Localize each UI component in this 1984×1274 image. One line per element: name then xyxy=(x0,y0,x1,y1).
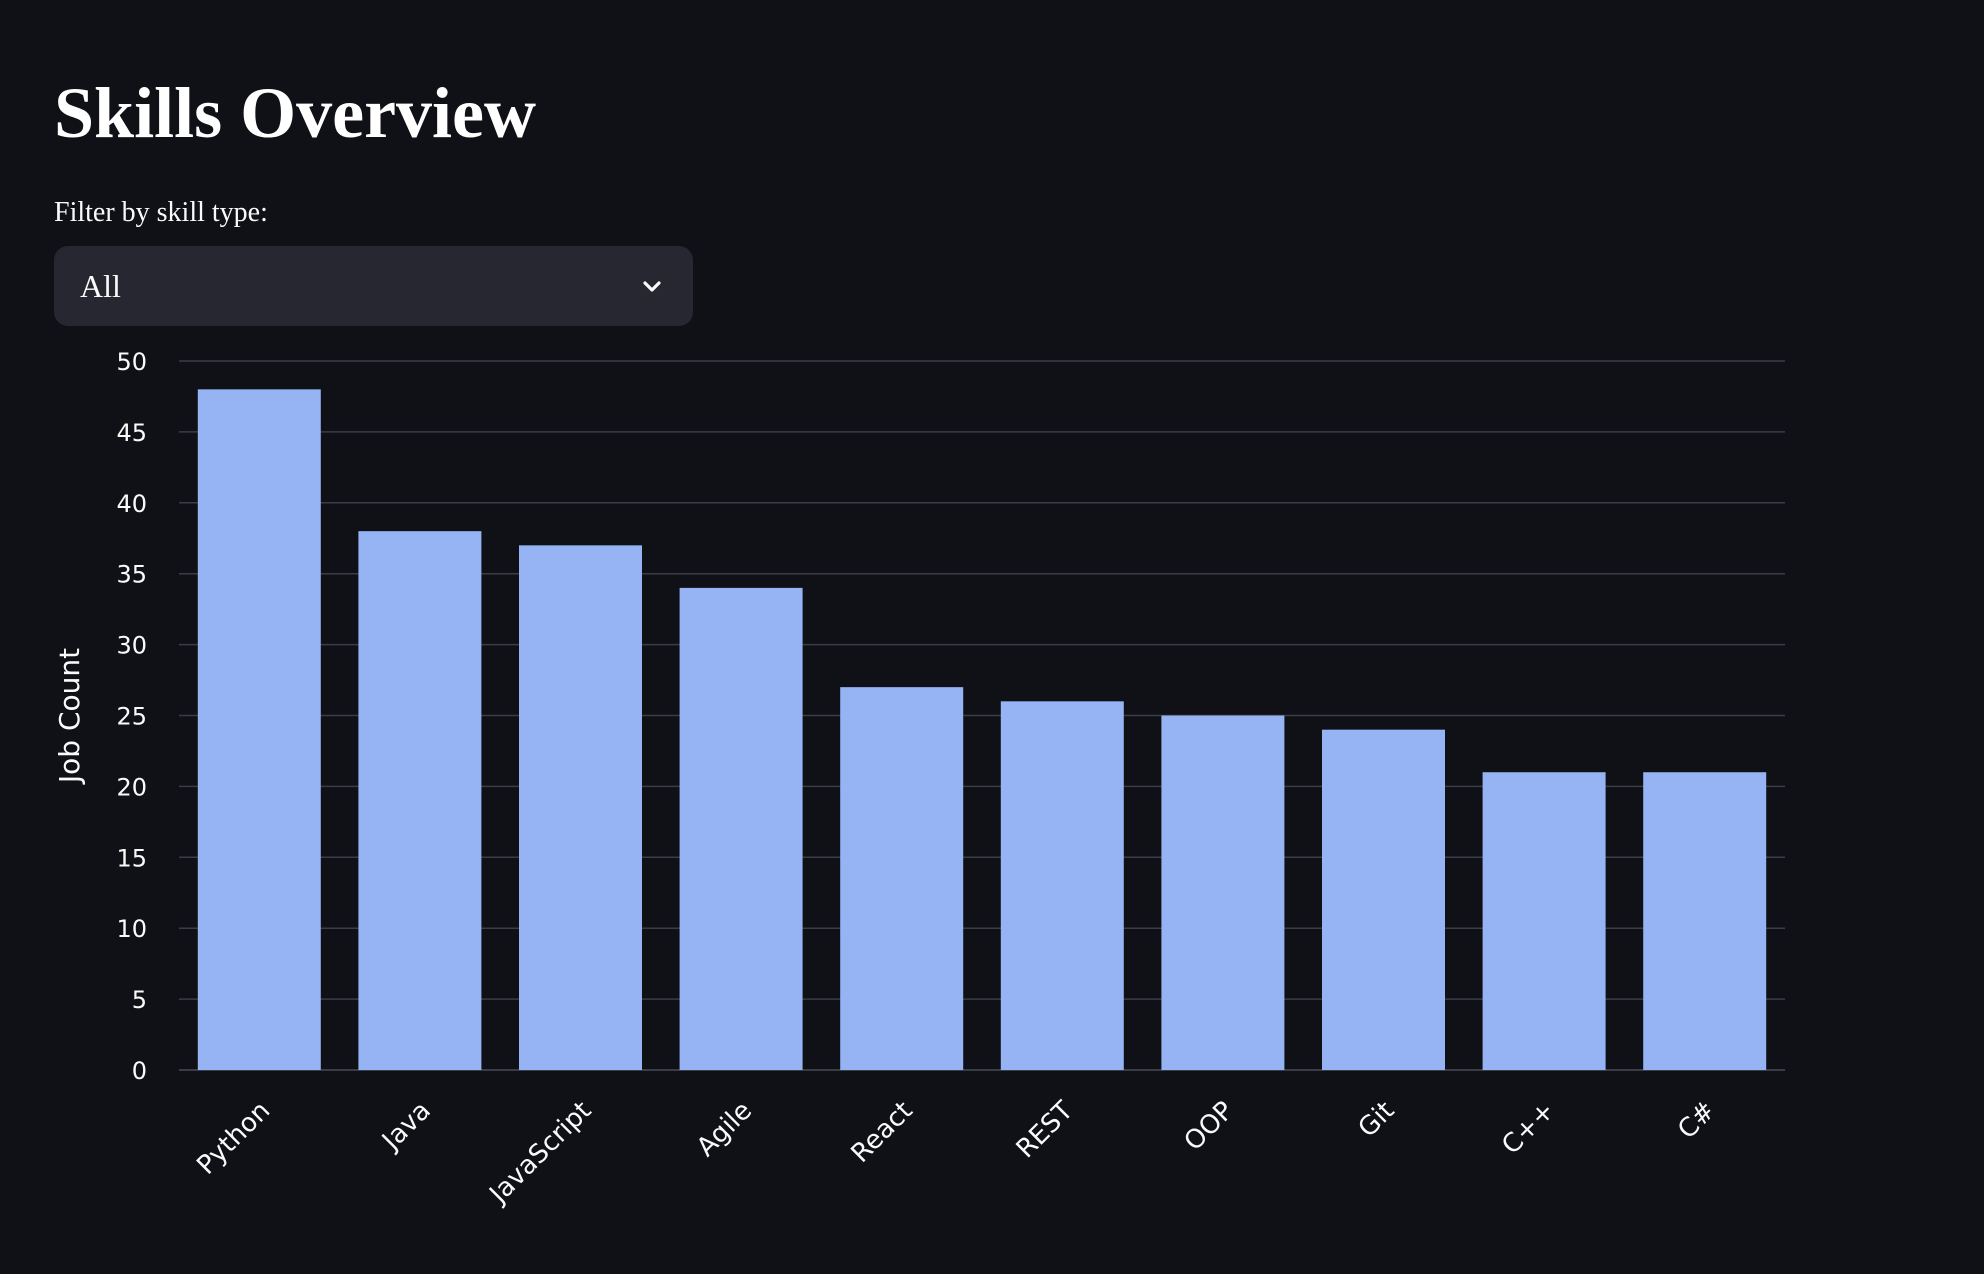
y-tick-label: 50 xyxy=(116,348,147,376)
x-tick-label: Python xyxy=(191,1096,276,1181)
y-tick-label: 35 xyxy=(116,561,147,589)
x-tick-label: Java xyxy=(375,1096,436,1157)
y-tick-label: 10 xyxy=(116,915,147,943)
bar-c- xyxy=(1643,772,1767,1070)
bar-java xyxy=(358,531,482,1070)
bar-agile xyxy=(679,587,803,1070)
bar-python xyxy=(197,389,321,1070)
x-tick-label: C++ xyxy=(1496,1096,1561,1161)
y-tick-label: 40 xyxy=(116,490,147,518)
x-tick-label: React xyxy=(846,1096,919,1169)
bar-rest xyxy=(1000,701,1124,1070)
bar-oop xyxy=(1161,715,1285,1070)
x-tick-label: REST xyxy=(1011,1096,1080,1165)
y-tick-label: 0 xyxy=(132,1057,147,1085)
y-axis-title: Job Count xyxy=(53,648,86,785)
y-tick-label: 20 xyxy=(116,773,147,801)
x-tick-label: Git xyxy=(1353,1096,1401,1144)
skill-type-select[interactable]: All xyxy=(54,246,693,326)
bar-react xyxy=(840,687,964,1070)
y-tick-label: 30 xyxy=(116,632,147,660)
bar-javascript xyxy=(519,545,642,1070)
y-tick-label: 5 xyxy=(132,986,147,1014)
y-tick-label: 45 xyxy=(116,419,147,447)
y-tick-label: 25 xyxy=(116,703,147,731)
skill-type-select-value: All xyxy=(80,268,121,304)
x-tick-label: JavaScript xyxy=(483,1096,598,1211)
bar-c- xyxy=(1482,772,1606,1070)
filter-label: Filter by skill type: xyxy=(54,197,268,228)
x-tick-label: OOP xyxy=(1179,1096,1240,1157)
x-tick-label: C# xyxy=(1672,1096,1721,1145)
bar-git xyxy=(1322,729,1445,1070)
x-tick-label: Agile xyxy=(691,1096,758,1163)
chevron-down-icon xyxy=(637,271,667,301)
page-title: Skills Overview xyxy=(54,73,536,153)
y-tick-label: 15 xyxy=(116,844,147,872)
